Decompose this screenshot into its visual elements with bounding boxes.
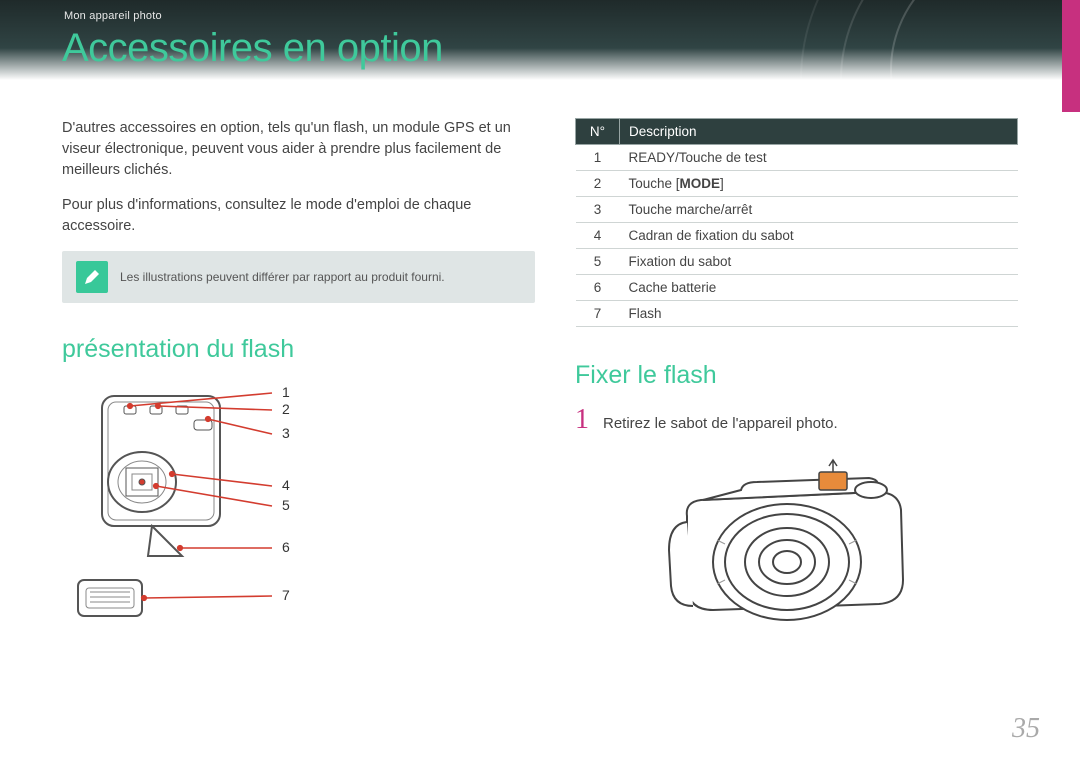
- table-row: 5Fixation du sabot: [576, 249, 1018, 275]
- callout-4: 4: [282, 477, 290, 493]
- fix-flash-heading: Fixer le flash: [575, 361, 1018, 390]
- callout-2: 2: [282, 401, 290, 417]
- callout-3: 3: [282, 425, 290, 441]
- right-column: N° Description 1READY/Touche de test 2To…: [575, 118, 1018, 644]
- flash-diagram: 1 2 3 4 5 6 7: [62, 378, 535, 638]
- table-row: 3Touche marche/arrêt: [576, 197, 1018, 223]
- pen-note-icon: [76, 261, 108, 293]
- intro-paragraph-2: Pour plus d'informations, consultez le m…: [62, 195, 535, 237]
- note-text: Les illustrations peuvent différer par r…: [120, 270, 445, 284]
- table-row: 1READY/Touche de test: [576, 145, 1018, 171]
- step-number: 1: [575, 404, 589, 436]
- description-table: N° Description 1READY/Touche de test 2To…: [575, 118, 1018, 327]
- th-description: Description: [620, 119, 1018, 145]
- breadcrumb: Mon appareil photo: [64, 10, 162, 22]
- callout-5: 5: [282, 497, 290, 513]
- page-title: Accessoires en option: [62, 26, 443, 71]
- callout-6: 6: [282, 539, 290, 555]
- callout-7: 7: [282, 587, 290, 603]
- table-row: 7Flash: [576, 301, 1018, 327]
- step-text: Retirez le sabot de l'appareil photo.: [603, 415, 838, 432]
- table-row: 6Cache batterie: [576, 275, 1018, 301]
- left-column: D'autres accessoires en option, tels qu'…: [62, 118, 535, 644]
- intro-paragraph-1: D'autres accessoires en option, tels qu'…: [62, 118, 535, 181]
- page-number: 35: [1012, 713, 1040, 745]
- note-box: Les illustrations peuvent différer par r…: [62, 251, 535, 303]
- step-1: 1 Retirez le sabot de l'appareil photo.: [575, 404, 1018, 436]
- th-number: N°: [576, 119, 620, 145]
- table-row: 4Cadran de fixation du sabot: [576, 223, 1018, 249]
- table-row: 2Touche [MODE]: [576, 171, 1018, 197]
- flash-overview-heading: présentation du flash: [62, 335, 535, 364]
- camera-illustration: [575, 454, 1018, 644]
- callout-1: 1: [282, 384, 290, 400]
- section-tab: [1062, 0, 1080, 112]
